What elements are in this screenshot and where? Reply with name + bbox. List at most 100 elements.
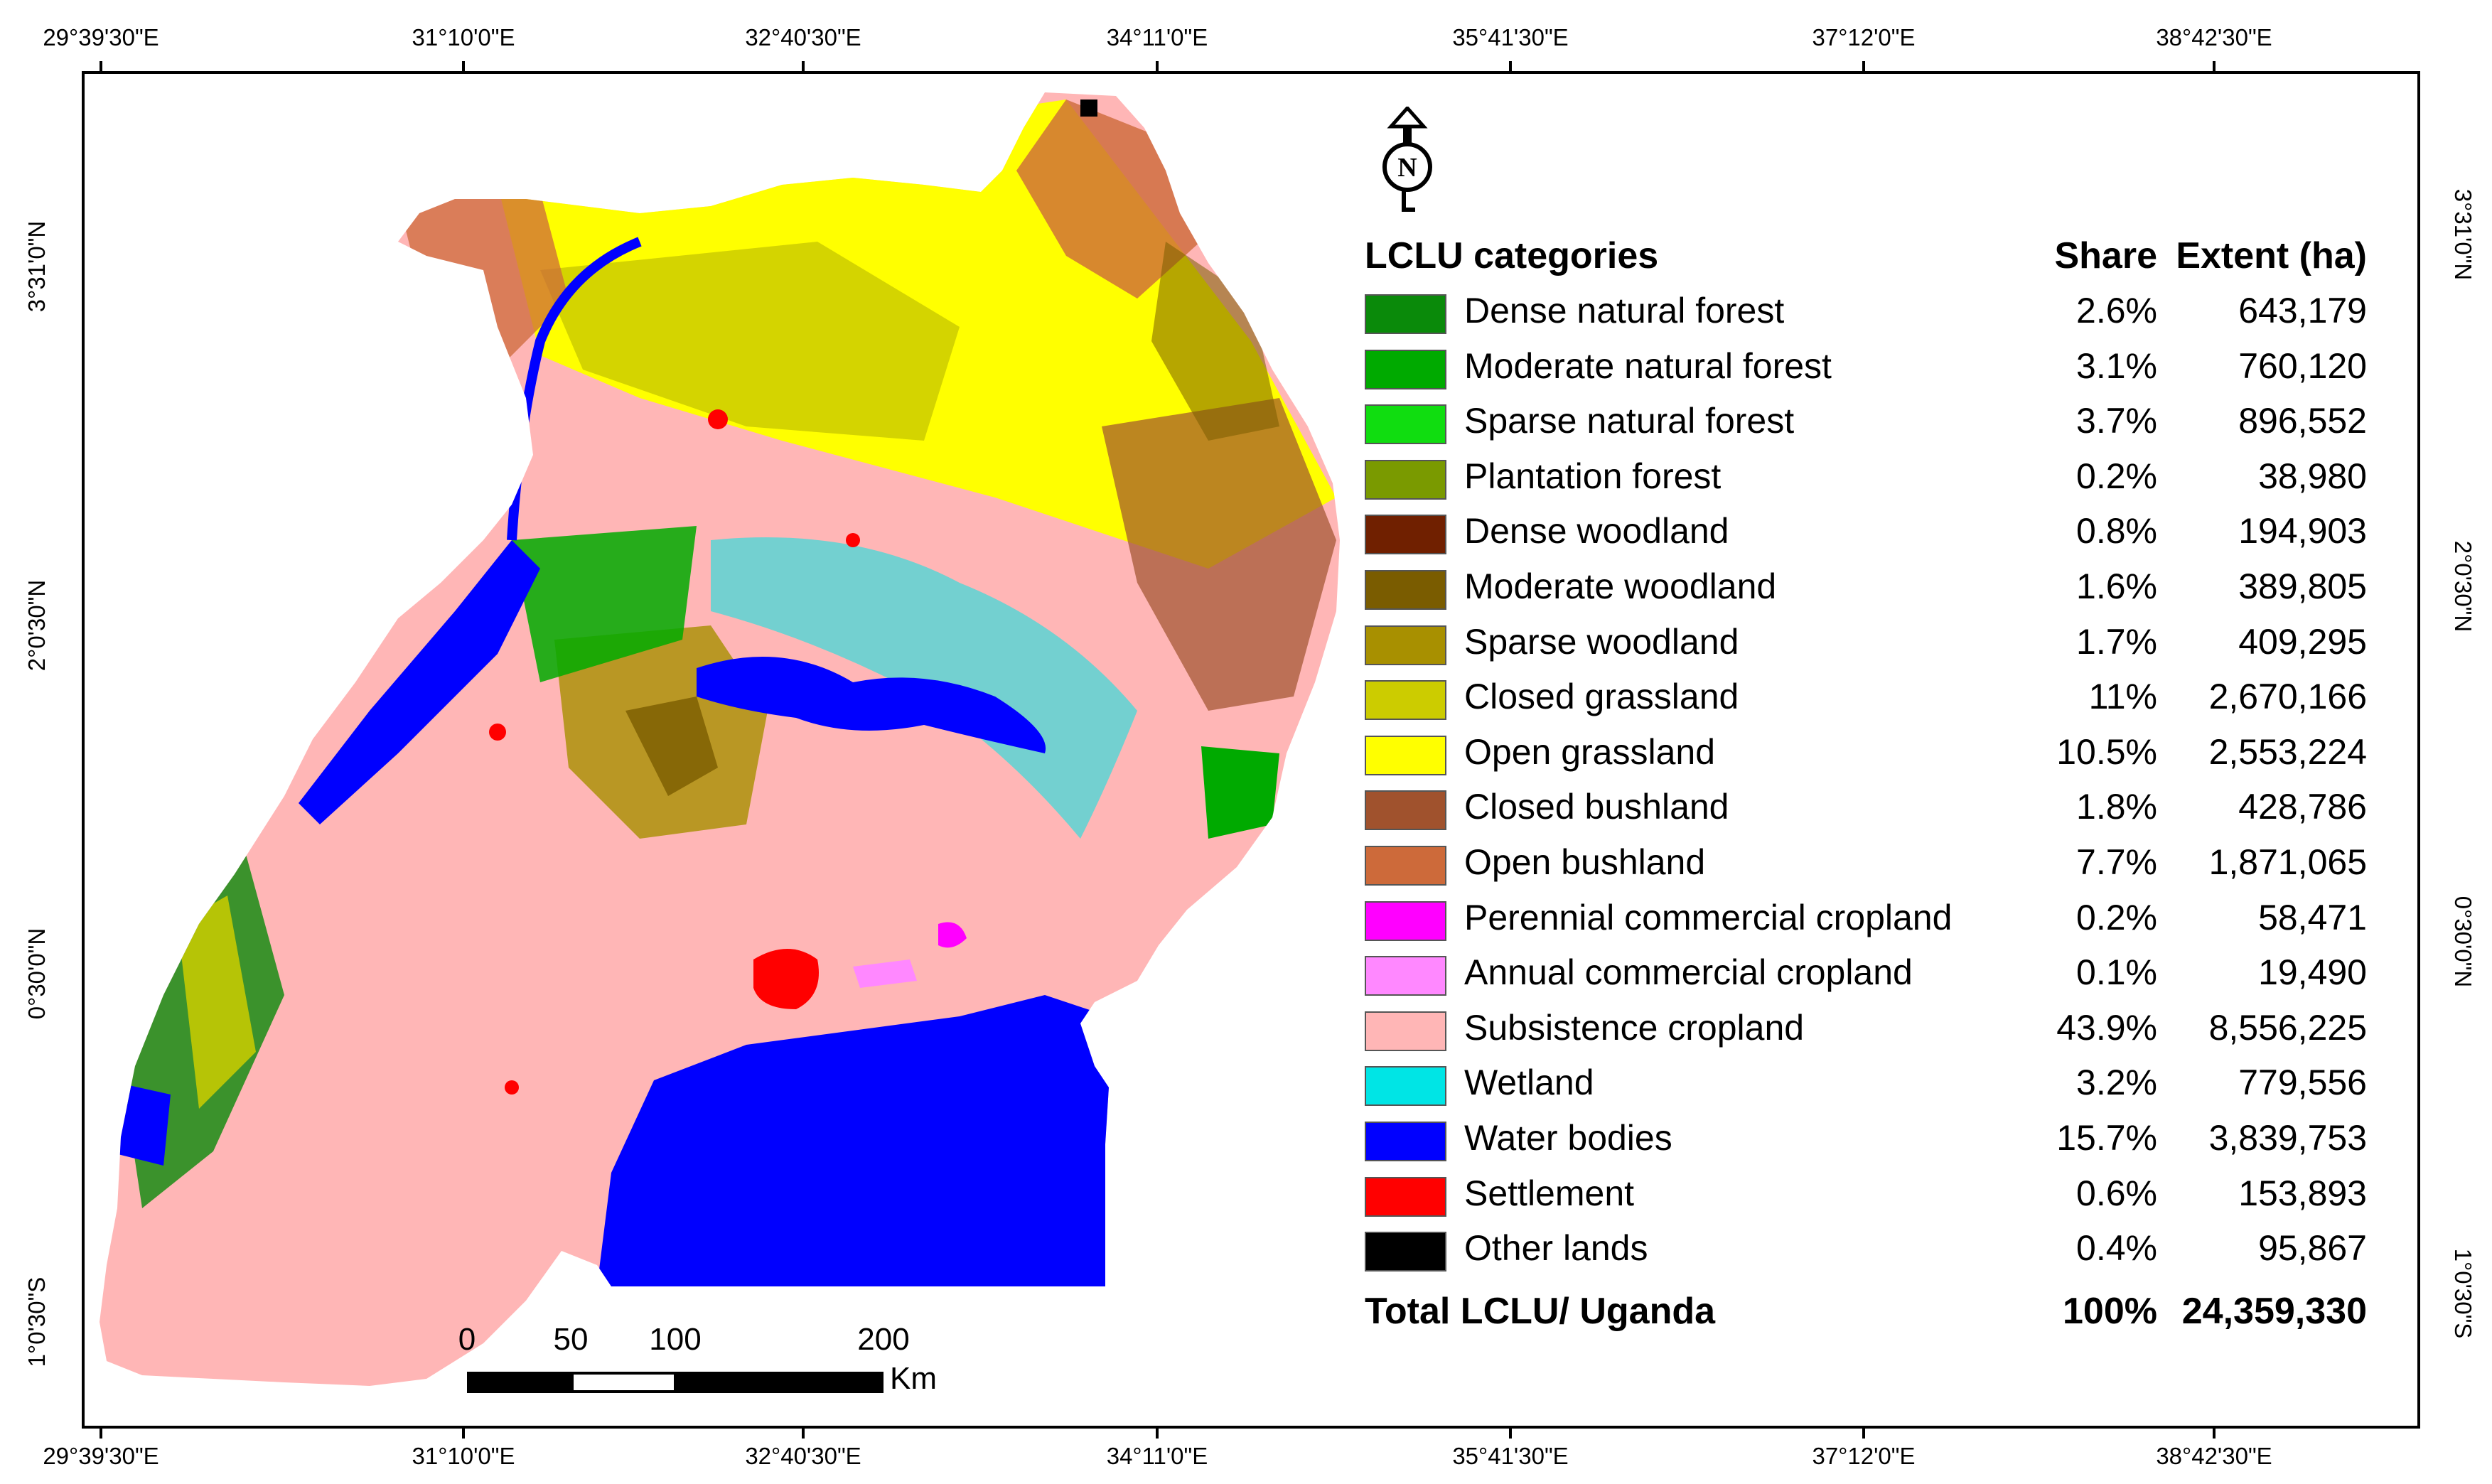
legend-share: 0.2%: [2076, 456, 2157, 496]
legend-swatch: [1365, 569, 1446, 610]
legend-label: Open bushland: [1464, 842, 1706, 882]
legend-swatch: [1365, 1232, 1446, 1272]
legend-share: 15.7%: [2056, 1117, 2157, 1158]
legend-extent: 428,786: [2238, 787, 2367, 827]
legend-extent: 2,553,224: [2208, 731, 2367, 772]
legend-row: Water bodies 15.7% 3,839,753: [1365, 1114, 2388, 1170]
frame-tick: [2213, 1429, 2216, 1439]
legend-label: Closed grassland: [1464, 677, 1739, 717]
frame-tick: [1862, 61, 1865, 71]
scale-segment-empty: [571, 1372, 677, 1393]
legend-share: 11%: [2088, 677, 2157, 717]
legend-extent: 194,903: [2238, 511, 2367, 552]
legend-row: Dense natural forest 2.6% 643,179: [1365, 287, 2388, 343]
legend-label: Dense natural forest: [1464, 291, 1785, 330]
scale-label: 0: [458, 1322, 476, 1357]
map-frame: [82, 71, 2420, 1429]
legend-extent: 2,670,166: [2208, 677, 2367, 717]
legend-row: Dense woodland 0.8% 194,903: [1365, 507, 2388, 563]
legend-swatch: [1365, 1121, 1446, 1161]
scale-segment-filled: [467, 1372, 572, 1393]
legend-share: 0.8%: [2076, 511, 2157, 552]
legend-label: Settlement: [1464, 1173, 1635, 1213]
frame-tick: [1509, 61, 1512, 71]
map-settlement-mbarara: [505, 1080, 519, 1095]
map-region-east-forest: [1201, 746, 1279, 839]
legend-extent: 896,552: [2238, 401, 2367, 441]
top-tick-label: 38°42'30"E: [2156, 24, 2272, 50]
legend-swatch: [1365, 845, 1446, 886]
legend-swatch: [1365, 900, 1446, 941]
legend-swatch: [1365, 680, 1446, 721]
legend-row: Perennial commercial cropland 0.2% 58,471: [1365, 894, 2388, 950]
legend-extent: 153,893: [2238, 1173, 2367, 1213]
legend-share: 2.6%: [2076, 291, 2157, 330]
legend-extent: 389,805: [2238, 566, 2367, 606]
legend-label: Open grassland: [1464, 731, 1716, 772]
legend-share: 43.9%: [2056, 1007, 2157, 1048]
scale-label: 100: [649, 1322, 702, 1357]
legend-header: LCLU categories Share Extent (ha): [1365, 235, 2388, 287]
frame-tick: [1156, 1429, 1159, 1439]
bottom-tick-label: 35°41'30"E: [1452, 1443, 1569, 1469]
legend-extent: 643,179: [2238, 291, 2367, 330]
legend-extent: 38,980: [2258, 456, 2367, 496]
legend-row: Settlement 0.6% 153,893: [1365, 1170, 2388, 1225]
north-arrow-head: [1387, 107, 1428, 129]
map-region-lake-kyoga: [697, 657, 1046, 753]
frame-tick: [100, 61, 102, 71]
frame-tick: [802, 1429, 805, 1439]
bottom-tick-label: 29°39'30"E: [43, 1443, 159, 1469]
legend-share: 10.5%: [2056, 731, 2157, 772]
legend-row: Annual commercial cropland 0.1% 19,490: [1365, 949, 2388, 1004]
north-arrow-icon: N: [1382, 107, 1432, 212]
legend-row: Open bushland 7.7% 1,871,065: [1365, 839, 2388, 894]
legend-label: Water bodies: [1464, 1117, 1672, 1158]
legend-extent: 760,120: [2238, 345, 2367, 386]
legend-swatch: [1365, 790, 1446, 831]
map-region-annual-cropland: [853, 959, 917, 988]
legend: LCLU categories Share Extent (ha) Dense …: [1365, 235, 2388, 1343]
legend-row: Plantation forest 0.2% 38,980: [1365, 453, 2388, 508]
legend-label: Plantation forest: [1464, 456, 1722, 496]
legend-swatch: [1365, 956, 1446, 996]
frame-tick: [1509, 1429, 1512, 1439]
legend-share: 3.1%: [2076, 345, 2157, 386]
north-arrow-letter: N: [1397, 153, 1417, 183]
map-region-kampala: [753, 949, 819, 1009]
bottom-tick-label: 31°10'0"E: [412, 1443, 515, 1469]
top-tick-label: 29°39'30"E: [43, 24, 159, 50]
bottom-tick-label: 38°42'30"E: [2156, 1443, 2272, 1469]
top-tick-label: 34°11'0"E: [1106, 24, 1208, 50]
legend-swatch: [1365, 1011, 1446, 1051]
legend-label: Sparse natural forest: [1464, 401, 1795, 441]
top-tick-label: 32°40'30"E: [745, 24, 861, 50]
legend-swatch: [1365, 735, 1446, 775]
bottom-tick-label: 32°40'30"E: [745, 1443, 861, 1469]
legend-row: Sparse natural forest 3.7% 896,552: [1365, 397, 2388, 453]
map-region-closed-bushland: [1102, 398, 1336, 711]
legend-extent-header: Extent (ha): [2176, 235, 2367, 276]
legend-swatch: [1365, 625, 1446, 665]
top-tick-label: 37°12'0"E: [1812, 24, 1916, 50]
legend-share: 3.2%: [2076, 1063, 2157, 1103]
bottom-tick-label: 37°12'0"E: [1812, 1443, 1916, 1469]
map-settlement-gulu: [708, 409, 728, 429]
legend-swatch: [1365, 404, 1446, 445]
legend-share: 1.6%: [2076, 566, 2157, 606]
legend-label: Perennial commercial cropland: [1464, 897, 1953, 937]
legend-row: Moderate natural forest 3.1% 760,120: [1365, 343, 2388, 398]
legend-row: Subsistence cropland 43.9% 8,556,225: [1365, 1004, 2388, 1060]
map-region-lake-albert: [299, 540, 540, 824]
legend-extent: 409,295: [2238, 621, 2367, 662]
legend-rows: Dense natural forest 2.6% 643,179 Moderate …: [1365, 287, 2388, 1280]
legend-label: Sparse woodland: [1464, 621, 1739, 662]
map-region-closed-grassland: [540, 242, 960, 441]
legend-label: Dense woodland: [1464, 511, 1729, 552]
legend-share: 0.2%: [2076, 897, 2157, 937]
map-region-jinja: [938, 922, 967, 948]
legend-extent: 58,471: [2258, 897, 2367, 937]
scale-label: 200: [857, 1322, 910, 1357]
map-region-eastern-woodland: [1151, 242, 1279, 441]
